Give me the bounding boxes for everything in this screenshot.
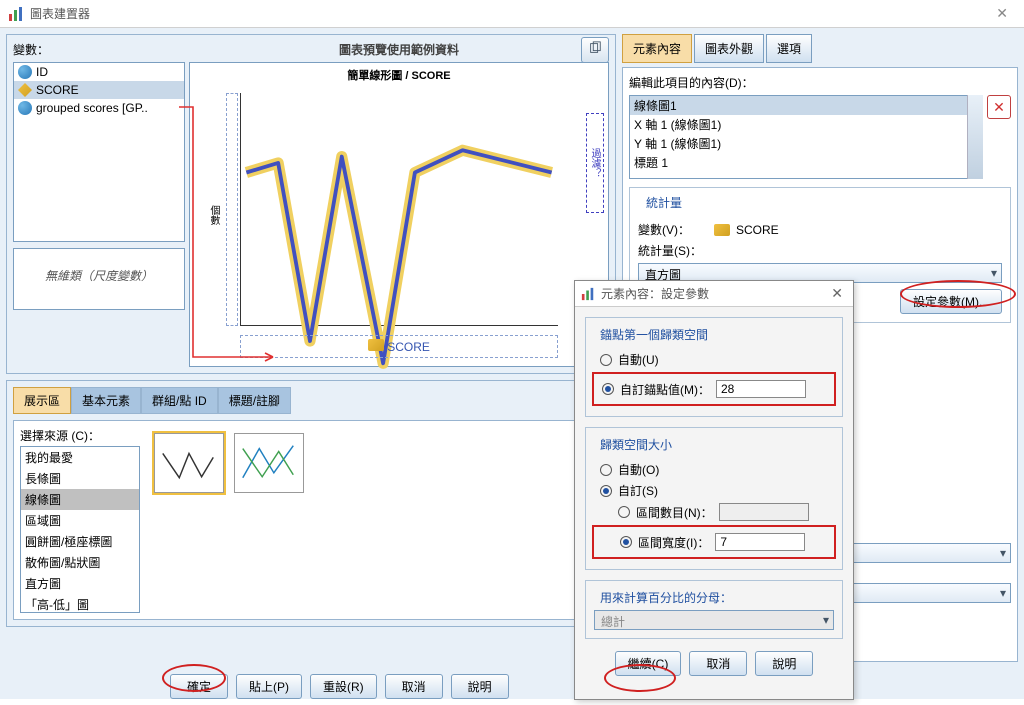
ruler-icon [714, 224, 730, 236]
close-icon[interactable]: ✕ [988, 5, 1016, 22]
rtab-element-content[interactable]: 元素內容 [622, 34, 692, 63]
elements-list[interactable]: 線條圖1 X 軸 1 (線條圖1) Y 軸 1 (線條圖1) 標題 1 [629, 95, 983, 179]
stat-group-title: 統計量 [642, 194, 686, 211]
preview-header: 圖表預覽使用範例資料 [339, 41, 459, 58]
source-item[interactable]: 我的最愛 [21, 447, 139, 468]
anchor-value-input[interactable] [716, 380, 806, 398]
denom-group-title: 用來計算百分比的分母： [596, 589, 736, 606]
nominal-icon [18, 101, 32, 115]
scale-icon [18, 83, 32, 97]
dlg-cancel-button[interactable]: 取消 [689, 651, 747, 676]
edit-items-label: 編輯此項目的內容(D)： [629, 74, 1011, 91]
radio-icon [600, 354, 612, 366]
delete-element-button[interactable]: ✕ [987, 95, 1011, 119]
chart-title: 簡單線形圖 / SCORE [194, 67, 604, 83]
tab-basic-elements[interactable]: 基本元素 [71, 387, 141, 414]
radio-custom-anchor[interactable]: 自訂錨點值(M)： [602, 380, 832, 398]
rtab-options[interactable]: 選項 [766, 34, 812, 63]
bin-width-input[interactable] [715, 533, 805, 551]
var-item-id[interactable]: ID [14, 63, 184, 81]
window-title: 圖表建置器 [30, 5, 988, 22]
dlg-help-button[interactable]: 說明 [755, 651, 813, 676]
cancel-button[interactable]: 取消 [385, 674, 443, 699]
ruler-icon [368, 339, 384, 351]
dialog-title: 元素內容：設定參數 [601, 285, 827, 302]
anchor-group-title: 錨點第一個歸類空間 [596, 326, 712, 343]
radio-custom-binsize[interactable]: 自訂(S) [600, 482, 834, 499]
source-item[interactable]: 線條圖 [21, 489, 139, 510]
set-params-button[interactable]: 設定參數(M)... [900, 289, 1002, 314]
source-item[interactable]: 直方圖 [21, 573, 139, 594]
source-item[interactable]: 長條圖 [21, 468, 139, 489]
copy-chart-button[interactable] [581, 37, 609, 63]
y-axis-label: 個數 [206, 205, 221, 225]
continue-button[interactable]: 繼續(C) [615, 651, 682, 676]
var-item-score[interactable]: SCORE [14, 81, 184, 99]
radio-icon [618, 506, 630, 518]
var-item-grouped[interactable]: grouped scores [GP.. [14, 99, 184, 117]
scrollbar[interactable] [967, 95, 983, 179]
app-icon [8, 6, 24, 22]
radio-icon [600, 485, 612, 497]
radio-bin-width[interactable]: 區間寬度(I)： [620, 533, 832, 551]
variables-label: 變數： [13, 41, 185, 58]
element-item[interactable]: X 軸 1 (線條圖1) [630, 115, 982, 134]
element-item[interactable]: 線條圖1 [630, 96, 982, 115]
stat-var-label: 變數(V)： [638, 221, 708, 238]
bottom-button-row: 確定 貼上(P) 重設(R) 取消 說明 [0, 668, 1024, 699]
dialog-titlebar: 元素內容：設定參數 ✕ [575, 281, 853, 307]
chart-thumb-simple-line[interactable] [154, 433, 224, 493]
radio-auto-anchor[interactable]: 自動(U) [600, 351, 834, 368]
binsize-group-title: 歸類空間大小 [596, 436, 676, 453]
reset-button[interactable]: 重設(R) [310, 674, 377, 699]
stat-var-value: SCORE [736, 223, 779, 237]
source-item[interactable]: 「高-低」圖 [21, 594, 139, 613]
source-item[interactable]: 圓餅圖/極座標圖 [21, 531, 139, 552]
radio-icon [600, 464, 612, 476]
radio-icon [620, 536, 632, 548]
nominal-icon [18, 65, 32, 79]
ok-button[interactable]: 確定 [170, 674, 228, 699]
source-item[interactable]: 散佈圖/點狀圖 [21, 552, 139, 573]
app-icon [581, 287, 595, 301]
radio-icon [602, 383, 614, 395]
dialog-close-icon[interactable]: ✕ [827, 285, 847, 302]
radio-bin-count[interactable]: 區間數目(N)： [618, 503, 834, 521]
no-groups-box: 無維類（尺度變數） [13, 248, 185, 310]
window-titlebar: 圖表建置器 ✕ [0, 0, 1024, 28]
variables-list[interactable]: ID SCORE grouped scores [GP.. [13, 62, 185, 242]
source-label: 選擇來源 (C)： [20, 427, 140, 444]
paste-button[interactable]: 貼上(P) [236, 674, 302, 699]
y-axis-dropzone[interactable] [226, 93, 238, 326]
chart-thumb-multi-line[interactable] [234, 433, 304, 493]
x-axis-dropzone[interactable]: SCORE [240, 335, 558, 358]
filter-dropzone[interactable]: 過濾？ [586, 113, 604, 213]
element-item[interactable]: 標題 1 [630, 153, 982, 172]
tab-gallery[interactable]: 展示區 [13, 387, 71, 414]
stat-stat-label: 統計量(S)： [638, 242, 708, 259]
chart-preview-canvas[interactable]: 簡單線形圖 / SCORE 個數 SCORE 過濾？ [189, 62, 609, 367]
rtab-appearance[interactable]: 圖表外觀 [694, 34, 764, 63]
element-item[interactable]: Y 軸 1 (線條圖1) [630, 134, 982, 153]
source-item[interactable]: 區域圖 [21, 510, 139, 531]
radio-auto-binsize[interactable]: 自動(O) [600, 461, 834, 478]
set-params-dialog: 元素內容：設定參數 ✕ 錨點第一個歸類空間 自動(U) 自訂錨點值(M)： 歸類… [574, 280, 854, 700]
help-button[interactable]: 說明 [451, 674, 509, 699]
right-tabs: 元素內容 圖表外觀 選項 [622, 34, 1018, 63]
tab-groups-id[interactable]: 群組/點 ID [141, 387, 218, 414]
bin-count-input [719, 503, 809, 521]
source-list[interactable]: 我的最愛 長條圖 線條圖 區域圖 圓餅圖/極座標圖 散佈圖/點狀圖 直方圖 「高… [20, 446, 140, 613]
denom-select: 總計 [594, 610, 834, 630]
chart-line [240, 93, 558, 411]
